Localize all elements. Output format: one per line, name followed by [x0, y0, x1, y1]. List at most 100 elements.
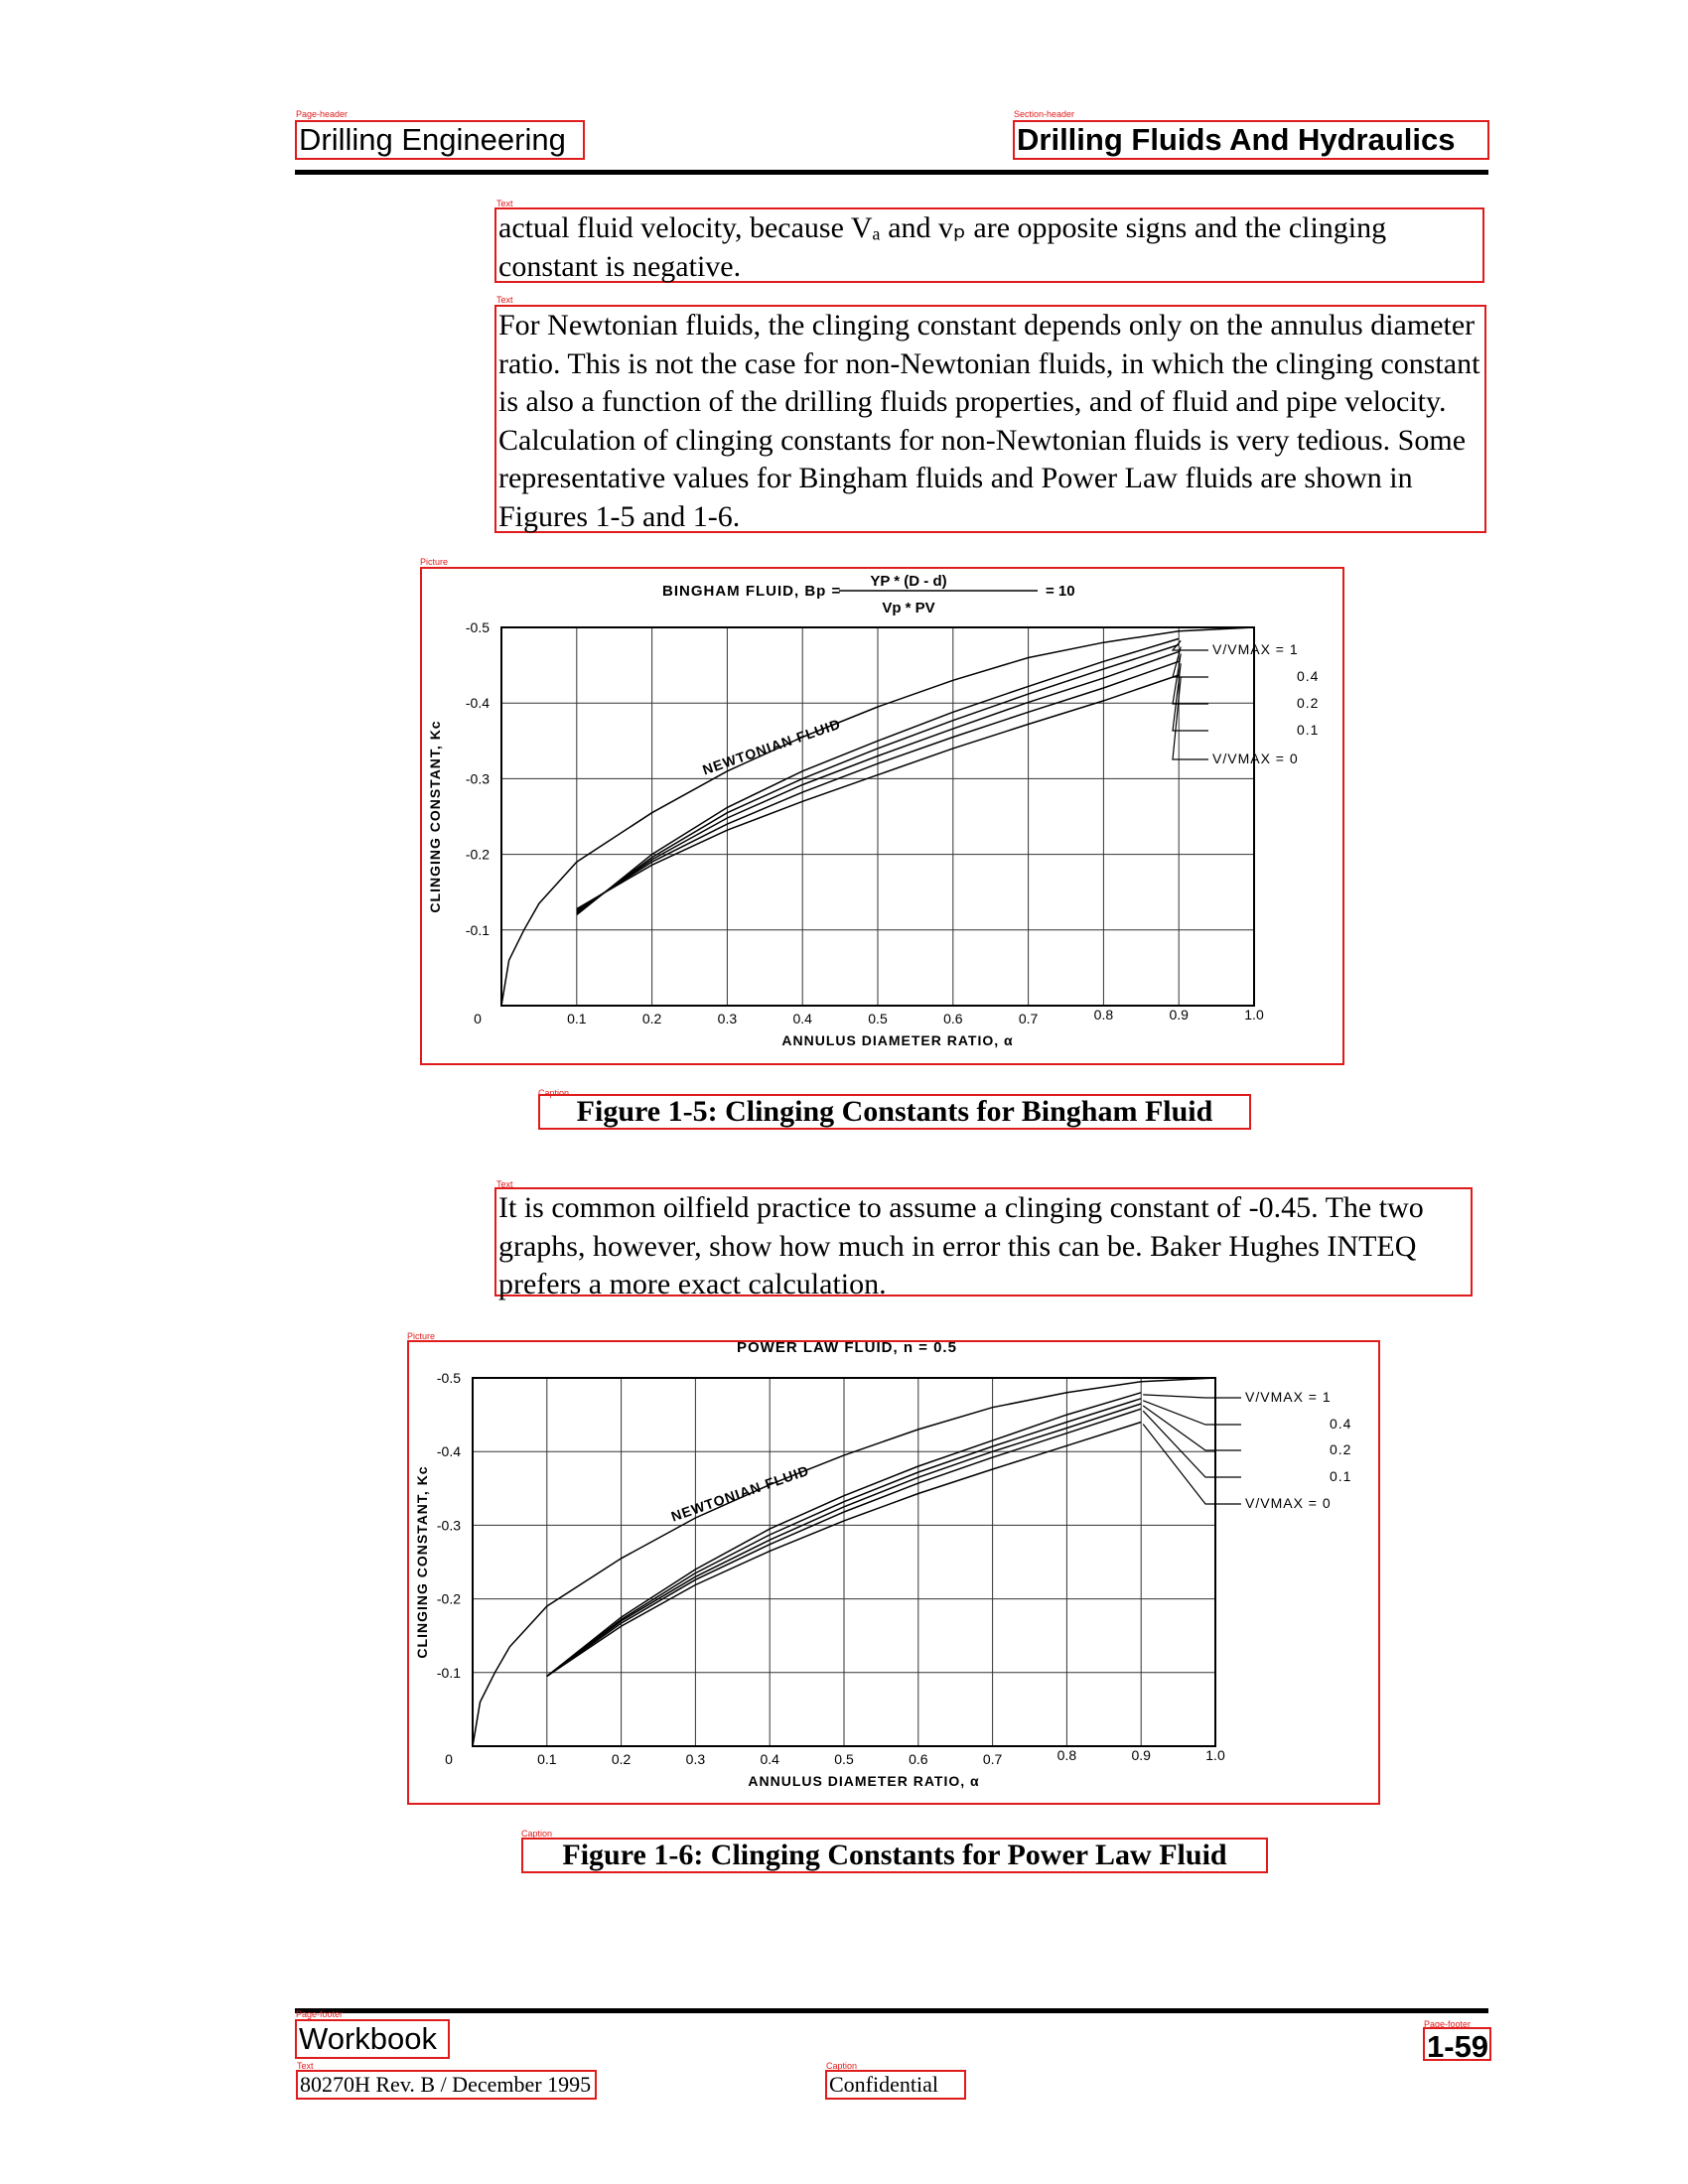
series-label: V/VMAX = 0: [1245, 1495, 1332, 1511]
x-tick-label: 0.1: [567, 1011, 587, 1026]
x-axis-label: ANNULUS DIAMETER RATIO, α: [748, 1773, 979, 1789]
layout-tag: Text: [496, 199, 513, 208]
y-tick-label: -0.4: [437, 1443, 461, 1459]
layout-tag: Caption: [826, 2061, 858, 2071]
velocity-ratio-curve-1: [576, 637, 1180, 916]
velocity-ratio-curve-4: [546, 1408, 1142, 1678]
velocity-ratio-curve-2: [546, 1398, 1142, 1678]
figure-1-5-frame: BINGHAM FLUID, Bp = YP * (D - d) Vp * PV = …: [420, 567, 1344, 1065]
series-leader-line: [1172, 653, 1208, 705]
x-tick-label: 0.9: [1169, 1007, 1189, 1023]
layout-tag: Caption: [521, 1829, 553, 1839]
chart-grid: [501, 627, 1254, 1006]
x-tick-label: 0.5: [834, 1751, 854, 1767]
x-tick-label: 0.2: [642, 1011, 662, 1026]
layout-tag: Text: [297, 2061, 314, 2071]
series-leader-line: [1142, 1400, 1241, 1426]
layout-tag: Picture: [407, 1331, 436, 1341]
series-label: V/VMAX = 1: [1245, 1389, 1332, 1405]
y-axis-label: CLINGING CONSTANT, Kc: [427, 720, 443, 912]
y-axis-label: CLINGING CONSTANT, Kc: [414, 1465, 430, 1658]
layout-tag: Picture: [420, 557, 449, 567]
x-tick-label: 0.2: [612, 1751, 632, 1767]
series-leader-line: [1172, 676, 1208, 760]
series-label: 0.1: [1297, 722, 1319, 738]
series-label: 0.4: [1330, 1416, 1351, 1432]
page-header-right: Drilling Fluids And Hydraulics: [1013, 120, 1489, 160]
x-tick-label: 0.6: [909, 1751, 928, 1767]
series-leader-line: [1143, 1394, 1241, 1399]
layout-tag: Page-header: [296, 109, 349, 119]
velocity-ratio-curve-3: [576, 650, 1180, 913]
velocity-ratio-curve-4: [576, 660, 1180, 911]
velocity-ratio-curve-2: [576, 643, 1180, 914]
layout-tag: Text: [496, 295, 513, 305]
x-tick-label: 0.4: [792, 1011, 812, 1026]
x-tick-label: 0: [445, 1751, 453, 1767]
chart-title: BINGHAM FLUID, Bp =: [662, 583, 841, 600]
newtonian-curve: [500, 626, 1255, 1007]
x-tick-label: 1.0: [1244, 1007, 1264, 1023]
y-tick-label: -0.3: [466, 770, 490, 786]
series-label: 0.2: [1297, 695, 1319, 711]
paragraph-3: It is common oilfield practice to assume…: [494, 1187, 1473, 1300]
y-tick-label: -0.4: [466, 695, 490, 711]
series-leader-line: [1142, 1410, 1241, 1478]
series-leader-line: [1142, 1405, 1241, 1451]
series-label: 0.1: [1330, 1468, 1351, 1484]
newtonian-curve: [472, 1377, 1216, 1747]
page-footer-left: Workbook: [295, 2019, 450, 2059]
x-tick-label: 0.3: [686, 1751, 706, 1767]
series-leader-line: [1142, 1424, 1241, 1505]
figure-1-6-frame: POWER LAW FLUID, n = 0.5 0 0.1 0.2 0.3 0.4 0.5…: [407, 1339, 1380, 1805]
header-rule: [295, 170, 1488, 175]
x-axis-label: ANNULUS DIAMETER RATIO, α: [781, 1032, 1013, 1048]
figure-1-6-caption: Figure 1-6: Clinging Constants for Power…: [521, 1838, 1268, 1873]
chart-title-value: = 10: [1046, 583, 1075, 600]
x-tick-label: 0.8: [1057, 1747, 1077, 1763]
layout-tag: Section-header: [1014, 109, 1075, 119]
chart-title-denominator: Vp * PV: [882, 600, 934, 616]
layout-tag: Caption: [538, 1088, 570, 1098]
y-tick-label: -0.5: [466, 619, 490, 635]
x-tick-label: 1.0: [1205, 1747, 1225, 1763]
x-tick-label: 0.8: [1094, 1007, 1114, 1023]
y-tick-label: -0.5: [437, 1370, 461, 1386]
x-tick-label: 0.1: [537, 1751, 557, 1767]
series-label: 0.2: [1330, 1441, 1351, 1457]
series-label: V/VMAX = 1: [1212, 641, 1299, 657]
layout-tag: Page-footer: [1424, 2019, 1472, 2029]
chart-title-numerator: YP * (D - d): [870, 573, 946, 590]
x-tick-label: 0: [474, 1011, 482, 1026]
page-number: 1-59: [1423, 2027, 1491, 2064]
layout-tag: Page-footer: [296, 2009, 344, 2019]
x-tick-label: 0.9: [1131, 1747, 1151, 1763]
bingham-chart: BINGHAM FLUID, Bp = YP * (D - d) Vp * PV = …: [427, 573, 1319, 1048]
velocity-ratio-curve-3: [546, 1403, 1142, 1678]
series-leader-line: [1171, 640, 1208, 651]
newtonian-label: NEWTONIAN FLUID: [700, 716, 842, 778]
series-label: 0.4: [1297, 668, 1319, 684]
x-tick-label: 0.6: [943, 1011, 963, 1026]
x-tick-label: 0.4: [760, 1751, 779, 1767]
y-tick-label: -0.2: [437, 1591, 461, 1607]
y-tick-label: -0.1: [437, 1665, 461, 1681]
x-tick-label: 0.7: [983, 1751, 1003, 1767]
page-header-left: Drilling Engineering: [295, 120, 585, 160]
confidential-label: Confidential: [825, 2070, 966, 2100]
y-tick-label: -0.3: [437, 1517, 461, 1533]
x-tick-label: 0.5: [868, 1011, 888, 1026]
velocity-ratio-curve-1: [546, 1392, 1142, 1678]
x-tick-label: 0.7: [1019, 1011, 1039, 1026]
footer-rule: [295, 2008, 1488, 2013]
power-law-chart: POWER LAW FLUID, n = 0.5 0 0.1 0.2 0.3 0.4 0.5…: [414, 1339, 1351, 1789]
plot-area-border: [500, 626, 1255, 1007]
chart-title: POWER LAW FLUID, n = 0.5: [737, 1342, 957, 1356]
y-tick-label: -0.1: [466, 922, 490, 938]
velocity-ratio-curve-5: [546, 1421, 1142, 1678]
paragraph-1: actual fluid velocity, because Vₐ and vₚ…: [494, 207, 1484, 283]
newtonian-label: NEWTONIAN FLUID: [669, 1462, 811, 1525]
series-label: V/VMAX = 0: [1212, 751, 1299, 766]
y-tick-label: -0.2: [466, 847, 490, 863]
x-tick-label: 0.3: [718, 1011, 738, 1026]
